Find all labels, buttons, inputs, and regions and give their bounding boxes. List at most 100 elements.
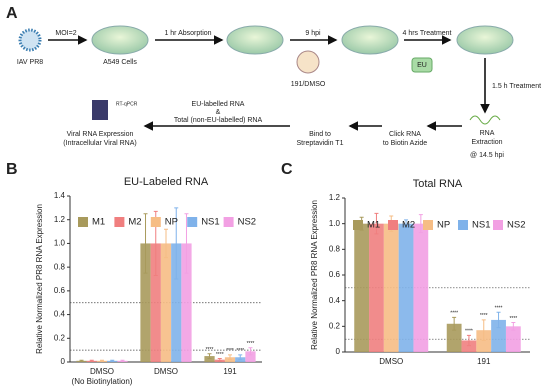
label: Bind to (309, 131, 331, 138)
label: RNA (480, 130, 495, 137)
y-tick-label: 1.0 (54, 239, 66, 248)
significance-label: **** (206, 347, 214, 353)
x-tick-label: 191 (223, 367, 237, 376)
label: Total (non-EU-labelled) RNA (174, 117, 263, 124)
bar (461, 340, 477, 352)
y-tick-label: 0 (61, 357, 66, 366)
label: A549 Cells (103, 59, 137, 66)
bar (446, 323, 462, 352)
bar (140, 243, 151, 362)
qpcr-icon (92, 100, 108, 120)
label: Click RNA (389, 131, 421, 138)
compound-flask (296, 50, 320, 74)
error-bar (110, 359, 115, 362)
error-bar (217, 357, 222, 362)
bar (476, 330, 492, 352)
y-tick-label: 1.2 (54, 215, 66, 224)
dish (341, 25, 399, 55)
y-tick-label: 1.0 (329, 219, 341, 228)
bar (171, 243, 182, 362)
significance-label: **** (509, 316, 517, 322)
error-bar (164, 228, 168, 259)
significance-label: **** (450, 311, 458, 317)
error-bar (120, 359, 125, 362)
error-bar (496, 311, 501, 329)
error-bar (452, 316, 457, 331)
label: 191/DMSO (291, 81, 326, 88)
y-tick-label: 0.8 (54, 262, 66, 271)
error-bar (228, 354, 232, 361)
bar (413, 223, 429, 352)
x-tick-label: DMSO (154, 367, 178, 376)
error-bar (184, 213, 189, 274)
legend-label: M1 (367, 220, 380, 231)
dish (226, 25, 284, 55)
y-tick-label: 0.6 (54, 286, 66, 295)
label: 9 hpi (305, 30, 321, 37)
significance-label: **** (236, 348, 244, 354)
rna-icon (469, 115, 501, 125)
label: EU-labelled RNA (192, 101, 245, 108)
significance-label: **** (480, 313, 488, 319)
bar (505, 326, 521, 352)
legend-swatch (493, 220, 503, 230)
legend-label: NS1 (472, 220, 490, 231)
significance-label: **** (465, 329, 473, 335)
legend-swatch (388, 220, 398, 230)
legend-label: NP (437, 220, 450, 231)
error-bar (238, 354, 243, 361)
y-axis-label: Relative Normalized PR8 RNA Expression (310, 200, 319, 350)
label: (Intracellular Viral RNA) (63, 140, 136, 147)
legend-label: M1 (92, 217, 105, 228)
label: 1.5 h Treatment (492, 83, 541, 90)
bar (204, 356, 215, 362)
bar (354, 223, 370, 352)
schematic: A IAV PR8 MOI=2 A549 Cells 1 hr Absorpti… (6, 5, 541, 159)
legend-label: M2 (402, 220, 415, 231)
legend-swatch (150, 217, 161, 227)
panel-label: A (6, 5, 18, 22)
error-bar (79, 359, 84, 362)
legend-swatch (423, 220, 433, 230)
label: MOI=2 (55, 30, 76, 37)
error-bar (207, 353, 212, 359)
x-tick-label: 191 (477, 357, 491, 366)
label: to Biotin Azide (383, 140, 427, 147)
legend-label: NS1 (201, 217, 219, 228)
bar (491, 319, 506, 352)
legend-swatch (223, 217, 234, 227)
significance-label: **** (226, 348, 234, 354)
error-bar (100, 359, 104, 362)
chart: C Total RNA Relative Normalized PR8 RNA Ex… (281, 161, 530, 366)
error-bar (143, 213, 148, 274)
label: 4 hrs Treatment (402, 30, 451, 37)
label: Extraction (471, 139, 502, 146)
panel-label: B (6, 161, 18, 178)
y-tick-label: 1.2 (329, 193, 341, 202)
x-tick-label: DMSO (379, 357, 403, 366)
error-bar (511, 321, 516, 331)
legend-swatch (187, 217, 198, 227)
bar (398, 223, 414, 352)
chart: B EU-Labeled RNA Relative Normalized PR8 R… (6, 161, 262, 386)
label: 1 hr Absorption (164, 30, 211, 37)
legend-label: NS2 (238, 217, 256, 228)
label: Viral RNA Expression (67, 131, 134, 138)
legend-label: M2 (128, 217, 141, 228)
significance-label: **** (247, 341, 255, 347)
dish (456, 25, 514, 55)
error-bar (404, 219, 409, 229)
error-bar (89, 359, 94, 362)
significance-label: **** (495, 306, 503, 312)
panel-label: C (281, 161, 293, 178)
legend-swatch (458, 220, 468, 230)
label: RT-qPCR (116, 101, 138, 107)
label: Streptavidin T1 (297, 140, 344, 147)
error-bar (248, 347, 253, 356)
error-bar (418, 214, 423, 234)
legend-label: NS2 (507, 220, 525, 231)
chart-title: EU-Labeled RNA (124, 176, 209, 188)
y-tick-label: 0.6 (329, 270, 341, 279)
y-tick-label: 0.2 (329, 321, 341, 330)
